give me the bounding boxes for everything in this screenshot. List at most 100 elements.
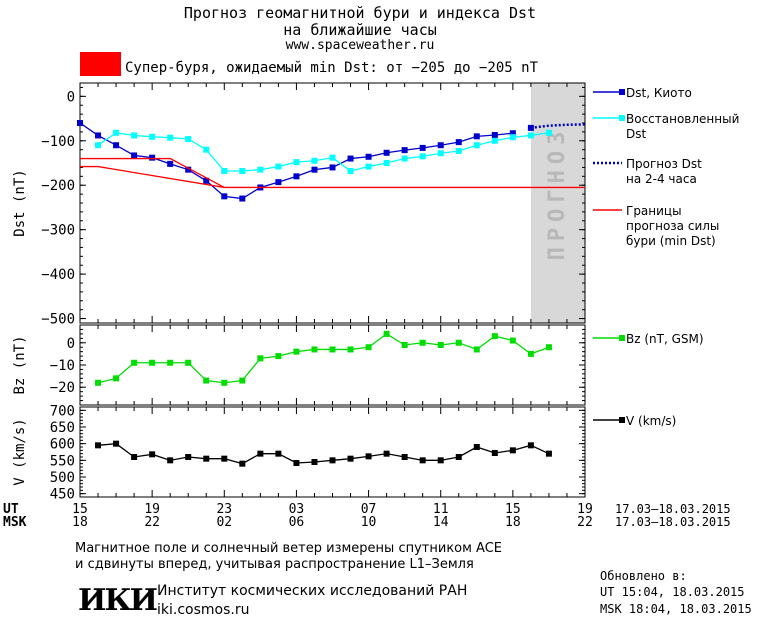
institute-site[interactable]: iki.cosmos.ru [157, 602, 250, 618]
ut-tick-label: 11 [432, 502, 449, 517]
bz-data-point [149, 359, 156, 366]
bz-data-point [239, 377, 246, 384]
v-data-point [95, 442, 102, 449]
v-ytick-label: 500 [50, 470, 75, 486]
dst-data-point [113, 129, 120, 136]
dst-data-point [509, 134, 516, 141]
ut-tick-label: 23 [216, 502, 233, 517]
legend-marker [619, 417, 625, 423]
dst-data-point [419, 144, 426, 151]
v-ytick-label: 450 [50, 487, 75, 503]
dst-data-point [293, 173, 300, 180]
v-data-point [545, 450, 552, 457]
v-data-point [275, 450, 282, 457]
dst-series-line [97, 132, 550, 172]
legend-marker [619, 335, 625, 341]
v-data-point [221, 455, 228, 462]
v-data-point [527, 442, 534, 449]
source-url[interactable]: www.spaceweather.ru [285, 38, 435, 53]
updated-ut: UT 15:04, 18.03.2015 [600, 585, 745, 599]
v-data-point [113, 440, 120, 447]
dst-frame [79, 82, 586, 324]
bz-data-point [329, 346, 336, 353]
storm-color-swatch [80, 52, 121, 76]
dst-data-point [203, 177, 210, 184]
v-data-point [347, 455, 354, 462]
bz-data-point [347, 346, 354, 353]
bz-ytick-label: −10 [50, 358, 75, 374]
dst-data-point [419, 153, 426, 160]
v-data-point [185, 454, 192, 460]
storm-forecast-text: Супер-буря, ожидаемый min Dst: от −205 д… [125, 60, 539, 76]
legend-marker [619, 89, 625, 95]
dst-ytick-label: −100 [41, 134, 75, 150]
bz-data-point [185, 359, 192, 366]
dst-ylabel: Dst (nT) [12, 169, 28, 236]
dst-ytick-label: 0 [67, 89, 75, 105]
v-ylabel: V (km/s) [12, 418, 28, 485]
bz-data-point [275, 353, 282, 360]
msk-tick-label: 10 [360, 515, 377, 530]
dst-data-point [527, 132, 534, 139]
v-data-point [203, 455, 210, 462]
v-ytick-label: 600 [50, 437, 75, 453]
dst-data-point [329, 164, 336, 171]
dst-data-point [293, 159, 300, 166]
v-data-point [257, 450, 264, 457]
legend-label: бури (min Dst) [626, 234, 716, 248]
v-data-point [509, 447, 516, 454]
legend-label: Прогноз Dst [626, 157, 702, 171]
v-data-point [383, 450, 390, 457]
msk-tick-label: 22 [577, 515, 593, 530]
bz-data-point [257, 355, 264, 362]
dst-series-line [80, 157, 225, 189]
v-data-point [293, 460, 300, 466]
dst-data-point [257, 166, 264, 173]
ut-tick-label: 15 [505, 502, 521, 517]
dst-data-point [473, 133, 480, 140]
msk-tick-label: 14 [432, 515, 449, 530]
dst-data-point [95, 132, 102, 139]
dst-data-point [275, 179, 282, 186]
v-data-point [167, 457, 174, 464]
ace-note-line2: и сдвинуты вперед, учитывая распростране… [75, 557, 474, 572]
dst-data-point [113, 142, 120, 149]
bz-data-point [473, 346, 480, 353]
dst-data-point [491, 132, 498, 138]
msk-tick-label: 02 [216, 515, 233, 530]
dst-data-point [311, 157, 318, 164]
ut-tick-label: 03 [288, 502, 305, 517]
v-data-point [311, 459, 318, 465]
dst-series-line [530, 123, 586, 130]
forecast-label: ПРОГНОЗ [545, 126, 570, 261]
dst-data-point [491, 137, 498, 144]
v-data-point [131, 454, 138, 460]
dst-data-point [311, 166, 318, 173]
dst-data-point [221, 193, 228, 200]
msk-tick-label: 18 [505, 515, 521, 530]
v-data-point [329, 457, 336, 464]
dst-ytick-label: −300 [41, 223, 75, 239]
msk-date-range: 17.03–18.03.2015 [615, 515, 731, 529]
bz-data-point [131, 359, 138, 366]
msk-tick-label: 22 [144, 515, 160, 530]
v-data-point [149, 451, 156, 458]
v-data-point [491, 450, 498, 456]
dst-series-line [80, 165, 585, 189]
ut-tick-label: 19 [144, 502, 160, 517]
chart-title-line2: на ближайшие часы [283, 21, 437, 39]
v-data-point [455, 454, 462, 460]
dst-data-point [167, 134, 174, 141]
dst-data-point [383, 160, 390, 166]
ace-note-line1: Магнитное поле и солнечный ветер измерен… [75, 541, 503, 556]
dst-data-point [203, 146, 210, 153]
bz-data-point [167, 359, 174, 366]
dst-data-point [239, 168, 246, 174]
v-ytick-label: 550 [50, 453, 75, 469]
v-series-line [97, 442, 550, 465]
bz-series-line [97, 333, 550, 384]
bz-data-point [527, 350, 534, 357]
bz-data-point [401, 342, 408, 348]
dst-data-point [185, 166, 192, 173]
